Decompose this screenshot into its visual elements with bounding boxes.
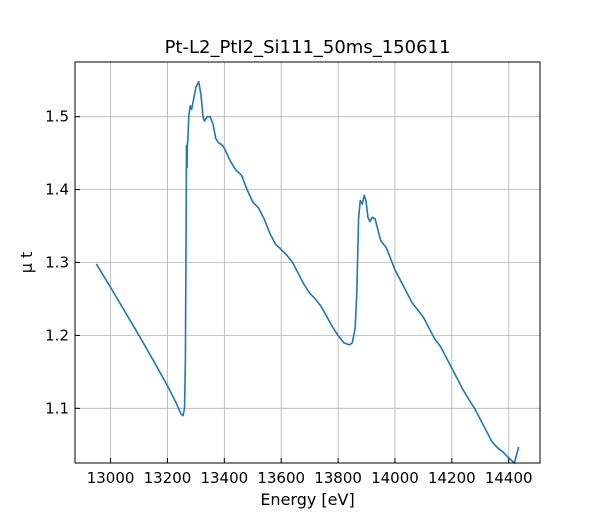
y-tick-label: 1.4 <box>45 181 69 199</box>
x-tick-label: 14000 <box>371 469 419 487</box>
x-tick-label: 13000 <box>87 469 135 487</box>
chart-title: Pt-L2_PtI2_Si111_50ms_150611 <box>165 37 451 58</box>
x-tick-label: 14200 <box>428 469 476 487</box>
series-group <box>95 80 520 464</box>
y-tick-label: 1.1 <box>45 399 69 417</box>
y-tick-label: 1.2 <box>45 326 69 344</box>
y-axis-label: μ t <box>17 252 36 274</box>
x-tick-label: 14400 <box>485 469 533 487</box>
x-tick-label: 13800 <box>314 469 362 487</box>
grid <box>75 62 540 463</box>
ticks-group: 13000 13200 13400 13600 13800 14000 14200 14400… <box>45 108 532 487</box>
x-tick-label: 13600 <box>257 469 305 487</box>
y-tick-label: 1.3 <box>45 254 69 272</box>
series-line <box>95 80 520 464</box>
x-tick-label: 13400 <box>200 469 248 487</box>
x-tick-label: 13200 <box>144 469 192 487</box>
y-tick-label: 1.5 <box>45 108 69 126</box>
x-axis-label: Energy [eV] <box>260 490 354 509</box>
